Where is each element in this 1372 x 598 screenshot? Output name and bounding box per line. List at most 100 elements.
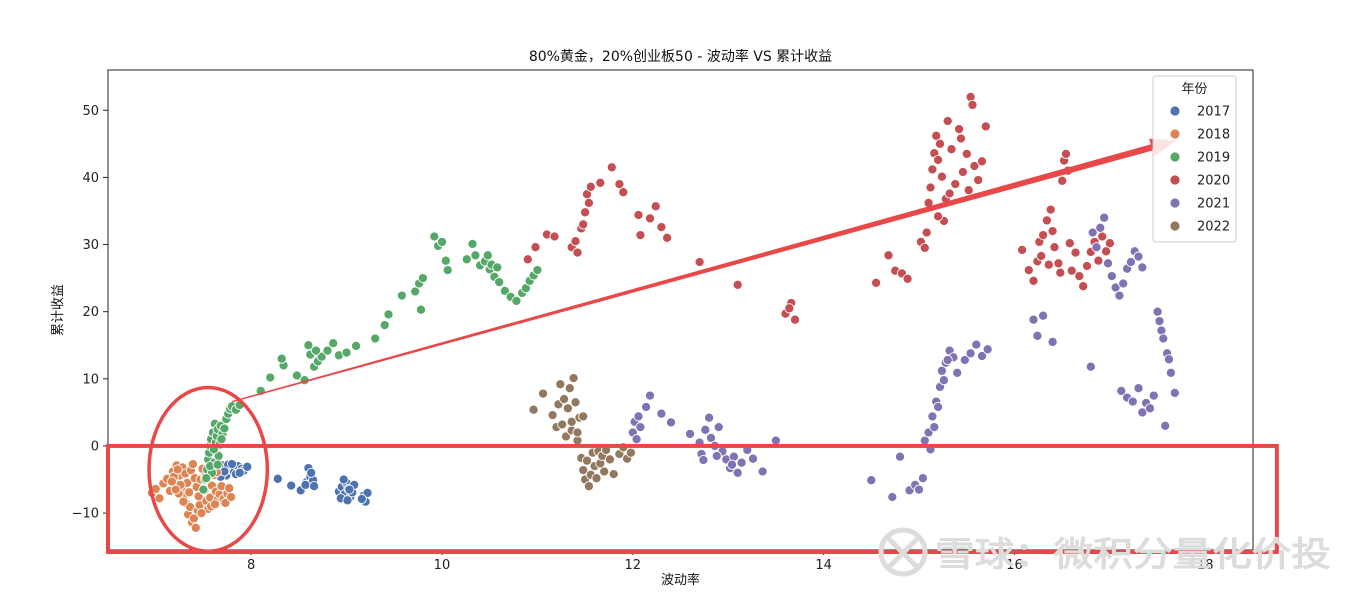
data-point <box>955 133 967 144</box>
data-point <box>583 197 594 208</box>
data-point <box>1032 330 1043 341</box>
data-point <box>1053 258 1064 269</box>
series-2020 <box>522 91 1115 325</box>
data-point <box>212 459 223 470</box>
data-point <box>1133 383 1144 394</box>
data-point <box>1118 278 1129 289</box>
data-point <box>1154 316 1165 327</box>
data-point <box>976 350 988 362</box>
data-point <box>154 493 165 504</box>
data-point <box>342 495 353 506</box>
data-point <box>961 148 972 159</box>
data-point <box>166 476 177 487</box>
data-point <box>736 457 747 468</box>
data-point <box>711 450 722 462</box>
data-point <box>1114 290 1125 301</box>
data-point <box>656 222 667 233</box>
data-point <box>1158 333 1169 344</box>
data-point <box>1148 390 1159 401</box>
data-point <box>921 227 932 238</box>
data-point <box>566 416 577 427</box>
plot-frame <box>107 69 1254 551</box>
data-point <box>410 286 421 297</box>
data-point <box>604 454 615 465</box>
data-point <box>1043 259 1054 270</box>
data-point <box>971 339 982 350</box>
data-point <box>952 367 963 378</box>
xueqiu-logo-icon <box>878 527 928 577</box>
data-point <box>942 115 953 127</box>
data-point <box>606 162 617 173</box>
data-point <box>224 483 235 494</box>
data-point <box>726 459 738 470</box>
data-point <box>942 354 953 366</box>
data-point <box>684 428 696 439</box>
y-tick-label: 0 <box>91 439 99 454</box>
data-point <box>608 469 619 480</box>
data-point <box>747 453 759 464</box>
data-point <box>1055 267 1066 278</box>
data-point <box>1038 310 1049 321</box>
data-point <box>959 354 970 366</box>
data-point <box>1101 246 1112 257</box>
data-point <box>784 303 795 314</box>
data-point <box>528 404 539 415</box>
data-point <box>871 277 882 288</box>
data-point <box>370 333 381 344</box>
data-point <box>436 236 448 247</box>
trend-arrow-shaft <box>231 144 1153 403</box>
data-point <box>980 121 991 132</box>
data-point <box>198 484 209 495</box>
data-point <box>950 179 961 190</box>
data-point <box>322 345 333 356</box>
data-point <box>927 411 938 422</box>
data-point <box>226 459 238 470</box>
data-point <box>1028 275 1039 286</box>
data-point <box>705 432 717 443</box>
legend-label: 2021 <box>1197 197 1230 212</box>
x-tick-label: 10 <box>434 558 451 573</box>
data-point <box>559 393 570 405</box>
series-2022 <box>528 373 636 492</box>
data-point <box>614 179 625 190</box>
y-axis-label: 累计收益 <box>51 284 66 336</box>
data-point <box>578 219 589 230</box>
data-point <box>976 156 988 167</box>
data-point <box>732 279 743 290</box>
data-point <box>936 171 947 182</box>
data-point <box>1057 175 1068 186</box>
data-point <box>1099 212 1110 223</box>
data-point <box>599 466 610 477</box>
data-point <box>583 481 594 492</box>
legend-title: 年份 <box>1181 82 1207 97</box>
data-point <box>549 231 560 242</box>
data-point <box>700 424 711 435</box>
data-point <box>170 484 181 495</box>
data-point <box>234 467 245 478</box>
data-point <box>698 454 709 466</box>
data-point <box>578 411 589 422</box>
data-point <box>1081 260 1093 272</box>
data-point <box>442 265 453 276</box>
data-point <box>644 213 656 224</box>
data-point <box>757 466 768 477</box>
data-point <box>272 473 283 484</box>
data-point <box>303 340 314 351</box>
data-point <box>187 459 198 470</box>
y-tick-label: 20 <box>82 305 99 320</box>
data-point <box>732 467 743 478</box>
data-point <box>538 388 549 399</box>
x-tick-label: 16 <box>1006 558 1023 573</box>
data-point <box>641 401 652 413</box>
data-point <box>618 187 629 198</box>
data-point <box>957 166 968 178</box>
data-point <box>1102 258 1114 269</box>
data-point <box>429 231 440 242</box>
legend-marker <box>1169 151 1181 163</box>
data-point <box>917 473 928 484</box>
data-point <box>665 417 677 428</box>
data-point <box>662 232 673 243</box>
data-point <box>1017 244 1028 255</box>
data-point <box>866 475 877 486</box>
data-point <box>494 277 505 288</box>
